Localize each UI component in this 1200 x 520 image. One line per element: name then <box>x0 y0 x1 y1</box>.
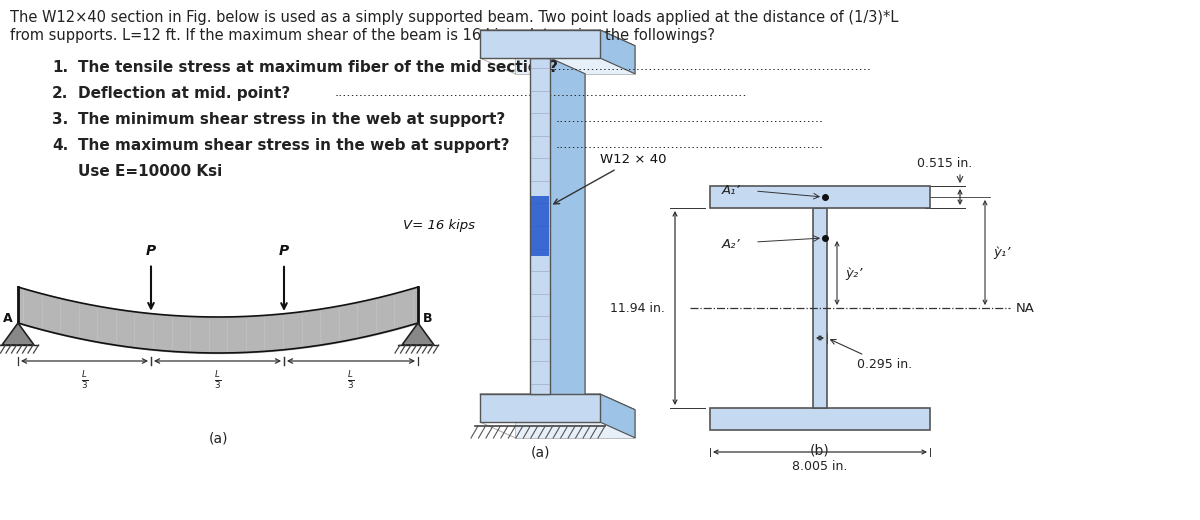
Text: A: A <box>4 311 13 324</box>
Polygon shape <box>515 46 635 74</box>
Text: from supports. L=12 ft. If the maximum shear of the beam is 16 kips, determine t: from supports. L=12 ft. If the maximum s… <box>10 28 715 43</box>
Text: 11.94 in.: 11.94 in. <box>610 302 665 315</box>
Text: P: P <box>146 243 156 257</box>
Text: (a): (a) <box>530 446 550 460</box>
Polygon shape <box>550 58 586 410</box>
Text: 4.: 4. <box>52 138 68 153</box>
Text: ................................................................................: ........................................… <box>335 86 748 99</box>
Text: V= 16 kips: V= 16 kips <box>403 219 475 232</box>
Polygon shape <box>515 410 635 438</box>
Text: Deflection at mid. point?: Deflection at mid. point? <box>78 86 290 101</box>
Polygon shape <box>530 58 550 394</box>
Polygon shape <box>480 30 635 46</box>
Polygon shape <box>600 394 635 438</box>
Text: 0.515 in.: 0.515 in. <box>917 157 973 170</box>
Polygon shape <box>710 186 930 208</box>
Text: $\frac{L}{3}$: $\frac{L}{3}$ <box>214 369 221 391</box>
Text: A₂’: A₂’ <box>722 238 740 251</box>
Polygon shape <box>710 408 930 430</box>
Text: $\frac{L}{3}$: $\frac{L}{3}$ <box>347 369 355 391</box>
Text: The minimum shear stress in the web at support?: The minimum shear stress in the web at s… <box>78 112 505 127</box>
Polygon shape <box>480 394 600 422</box>
Polygon shape <box>2 323 34 345</box>
Text: A₁’: A₁’ <box>722 185 740 198</box>
Text: 1.: 1. <box>52 60 68 75</box>
Text: (b): (b) <box>810 444 830 458</box>
Text: 8.005 in.: 8.005 in. <box>792 460 847 473</box>
Polygon shape <box>565 74 586 410</box>
Polygon shape <box>480 30 600 58</box>
Polygon shape <box>530 196 550 256</box>
Text: $\frac{L}{3}$: $\frac{L}{3}$ <box>80 369 89 391</box>
Text: NA: NA <box>1016 302 1034 315</box>
Text: Use E=10000 Ksi: Use E=10000 Ksi <box>78 164 222 179</box>
Text: ỳ₁’: ỳ₁’ <box>994 246 1010 259</box>
Text: W12 × 40: W12 × 40 <box>553 153 666 204</box>
Polygon shape <box>402 323 434 345</box>
Text: ỳ₂’: ỳ₂’ <box>845 266 863 280</box>
Text: ................................................................................: ........................................… <box>542 60 872 73</box>
Text: The maximum shear stress in the web at support?: The maximum shear stress in the web at s… <box>78 138 510 153</box>
Polygon shape <box>600 30 635 74</box>
Text: 2.: 2. <box>52 86 68 101</box>
Text: The tensile stress at maximum fiber of the mid section?: The tensile stress at maximum fiber of t… <box>78 60 558 75</box>
Polygon shape <box>480 394 635 410</box>
Text: .................................................................: ........................................… <box>556 138 824 151</box>
Text: P: P <box>278 244 289 258</box>
Text: .................................................................: ........................................… <box>556 112 824 125</box>
Text: B: B <box>424 311 433 324</box>
Text: (a): (a) <box>209 431 228 445</box>
Text: The W12×40 section in Fig. below is used as a simply supported beam. Two point l: The W12×40 section in Fig. below is used… <box>10 10 899 25</box>
Text: 3.: 3. <box>52 112 68 127</box>
Text: 0.295 in.: 0.295 in. <box>830 340 912 371</box>
Polygon shape <box>814 208 827 408</box>
